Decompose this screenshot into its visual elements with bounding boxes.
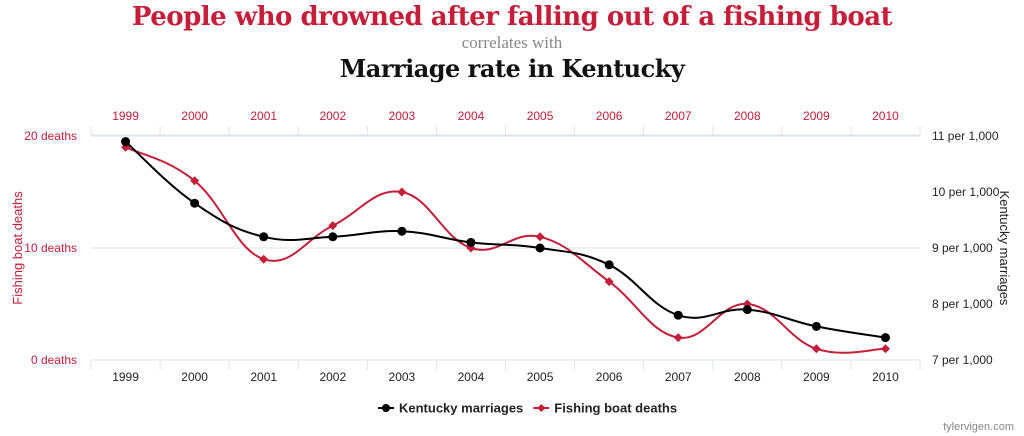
- x-tick-label-top: 2000: [181, 109, 208, 123]
- fishing-boat-deaths-line: [125, 146, 886, 354]
- chart-title: People who drowned after falling out of …: [131, 2, 893, 32]
- kentucky-marriages-point: [397, 226, 407, 236]
- y-left-tick-label: 0 deaths: [31, 353, 77, 367]
- x-tick-label-bottom: 2007: [665, 370, 692, 384]
- fishing-boat-deaths-point: [880, 344, 890, 354]
- kentucky-marriages-point: [466, 237, 476, 247]
- legend-item-fishing-boat-deaths: Fishing boat deaths: [533, 401, 677, 416]
- y-right-tick-label: 11 per 1,000: [932, 129, 999, 143]
- kentucky-marriages-point: [811, 321, 821, 331]
- fishing-boat-deaths-point: [397, 187, 407, 197]
- fishing-boat-deaths-point: [328, 221, 338, 231]
- kentucky-marriages-point: [259, 232, 269, 242]
- fishing-boat-deaths-point: [535, 232, 545, 242]
- x-tick-label-top: 2002: [319, 109, 346, 123]
- legend-item-kentucky-marriages: Kentucky marriages: [378, 401, 523, 416]
- y-right-tick-label: 9 per 1,000: [932, 241, 993, 255]
- kentucky-marriages-point: [190, 198, 200, 208]
- x-tick-label-top: 2007: [665, 109, 692, 123]
- fishing-boat-deaths-point: [811, 344, 821, 354]
- y-right-tick-label: 8 per 1,000: [932, 297, 993, 311]
- x-tick-label-top: 2006: [596, 109, 623, 123]
- legend-label: Kentucky marriages: [399, 401, 523, 416]
- fishing-boat-deaths-point: [190, 176, 200, 186]
- kentucky-marriages-point: [880, 333, 890, 343]
- kentucky-marriages-point: [121, 137, 131, 147]
- x-tick-label-bottom: 2004: [458, 370, 485, 384]
- x-tick-label-bottom: 2002: [319, 370, 346, 384]
- fishing-boat-deaths-point: [604, 277, 614, 287]
- kentucky-marriages-point: [604, 260, 614, 270]
- x-tick-label-bottom: 2003: [389, 370, 416, 384]
- x-tick-label-bottom: 2010: [872, 370, 899, 384]
- legend-marker: [382, 404, 390, 412]
- x-tick-label-bottom: 2009: [803, 370, 830, 384]
- kentucky-marriages-point: [673, 310, 683, 320]
- legend: Kentucky marriages Fishing boat deaths: [378, 401, 677, 416]
- x-tick-label-top: 2010: [872, 109, 899, 123]
- y-right-axis-title: Kentucky marriages: [997, 191, 1012, 306]
- x-tick-label-bottom: 2005: [527, 370, 554, 384]
- legend-marker: [537, 404, 546, 412]
- y-right-tick-label: 10 per 1,000: [932, 185, 1000, 199]
- x-tick-label-top: 2009: [803, 109, 830, 123]
- kentucky-marriages-point: [328, 232, 338, 242]
- fishing-boat-deaths-point: [259, 254, 269, 264]
- x-tick-label-top: 1999: [112, 109, 139, 123]
- x-tick-label-bottom: 2001: [250, 370, 277, 384]
- gridlines: [91, 134, 920, 361]
- x-tick-label-bottom: 2000: [181, 370, 208, 384]
- x-tick-label-top: 2008: [734, 109, 761, 123]
- x-tick-label-bottom: 2008: [734, 370, 761, 384]
- y-left-tick-label: 10 deaths: [24, 241, 77, 255]
- credit-text: tylervigen.com: [943, 421, 1014, 433]
- kentucky-marriages-point: [742, 305, 752, 315]
- legend-label: Fishing boat deaths: [554, 401, 677, 416]
- x-tick-label-bottom: 1999: [112, 370, 139, 384]
- x-tick-label-top: 2003: [389, 109, 416, 123]
- kentucky-marriages-point: [535, 243, 545, 253]
- series-layer: [121, 137, 890, 354]
- x-tick-label-bottom: 2006: [596, 370, 623, 384]
- chart-subtitle: Marriage rate in Kentucky: [339, 54, 685, 83]
- x-tick-label-top: 2001: [250, 109, 277, 123]
- x-tick-label-top: 2005: [527, 109, 554, 123]
- x-tick-label-top: 2004: [458, 109, 485, 123]
- axes: 1999 1999 2000 2000 2001 2001 2002 2002 2003 2003…: [10, 109, 1012, 384]
- y-right-tick-label: 7 per 1,000: [932, 353, 993, 367]
- y-left-axis-title: Fishing boat deaths: [10, 191, 25, 305]
- chart-connector: correlates with: [461, 33, 563, 52]
- y-left-tick-label: 20 deaths: [24, 129, 77, 143]
- fishing-boat-deaths-point: [673, 333, 683, 343]
